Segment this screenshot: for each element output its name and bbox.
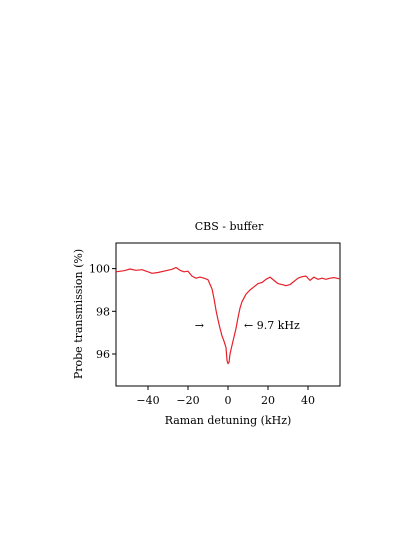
x-tick-label: 40	[301, 394, 315, 407]
x-axis-ticks: −40 −20 0 20 40	[136, 386, 315, 407]
y-axis-ticks: 96 98 100	[89, 263, 116, 361]
width-annotation: ← 9.7 kHz	[244, 319, 300, 332]
series-line	[115, 266, 341, 365]
chart-title: CBS - buffer	[195, 220, 264, 233]
plot-frame	[115, 242, 341, 387]
series-layer	[115, 266, 341, 365]
y-tick-label: 98	[96, 305, 110, 318]
plot-border	[115, 242, 341, 387]
y-tick-label: 96	[96, 348, 110, 361]
annotations: → ← 9.7 kHz	[195, 319, 300, 332]
x-tick-label: 0	[225, 394, 232, 407]
x-tick-label: 20	[261, 394, 275, 407]
x-axis-label: Raman detuning (kHz)	[165, 414, 292, 427]
x-tick-label: −40	[136, 394, 159, 407]
width-annotation: →	[195, 319, 204, 332]
y-tick-label: 100	[89, 263, 110, 276]
x-tick-label: −20	[176, 394, 199, 407]
y-axis-label: Probe transmission (%)	[72, 249, 85, 379]
